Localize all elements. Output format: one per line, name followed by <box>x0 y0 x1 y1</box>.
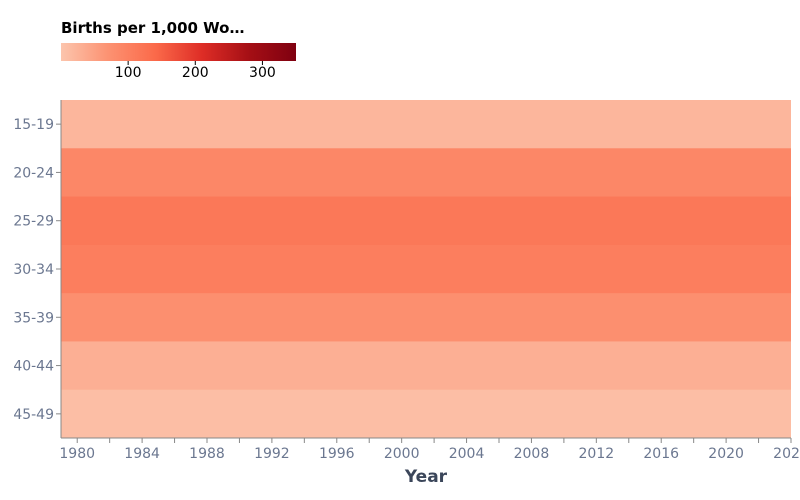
legend-tick-label: 200 <box>182 65 209 81</box>
heatmap-cell-20-24 <box>61 148 791 198</box>
heatmap-cell-45-49 <box>61 389 791 439</box>
y-tick-label: 45-49 <box>13 407 54 423</box>
heatmap-cell-30-34 <box>61 244 791 294</box>
x-tick-label: 2004 <box>449 446 485 462</box>
x-tick-label: 1996 <box>319 446 355 462</box>
legend-title: Births per 1,000 Wo… <box>61 19 245 37</box>
x-tick-label: 2024 <box>773 446 800 462</box>
heatmap-cell-40-44 <box>61 341 791 391</box>
y-tick-label: 25-29 <box>13 214 54 230</box>
heatmap-cell-15-19 <box>61 100 791 149</box>
x-tick-label: 1980 <box>59 446 95 462</box>
x-tick-label: 2020 <box>708 446 744 462</box>
x-tick-label: 2008 <box>514 446 550 462</box>
x-tick-label: 1992 <box>254 446 290 462</box>
y-tick-label: 30-34 <box>13 262 54 278</box>
heatmap-cell-35-39 <box>61 293 791 342</box>
legend-color-bar <box>61 43 296 61</box>
color-legend: Births per 1,000 Wo… 100 200 300 <box>61 19 296 81</box>
x-axis-title: Year <box>404 467 448 487</box>
x-tick-label: 2000 <box>384 446 420 462</box>
x-tick-label: 2012 <box>579 446 615 462</box>
y-tick-label: 15-19 <box>13 117 54 133</box>
x-tick-label: 1984 <box>124 446 160 462</box>
y-tick-label: 35-39 <box>13 310 54 326</box>
y-tick-label: 40-44 <box>13 359 54 375</box>
y-tick-label: 20-24 <box>13 165 54 181</box>
x-tick-label: 1988 <box>189 446 225 462</box>
x-tick-label: 2016 <box>643 446 679 462</box>
legend-tick-label: 100 <box>115 65 142 81</box>
legend-tick-label: 300 <box>249 65 276 81</box>
heatmap-cell-25-29 <box>61 196 791 246</box>
